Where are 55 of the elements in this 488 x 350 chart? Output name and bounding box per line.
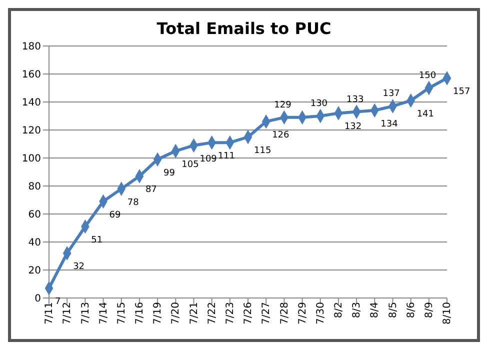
x-tick-label: 7/20 <box>170 302 182 324</box>
y-tick-label: 40 <box>28 238 41 249</box>
data-label: 150 <box>418 71 436 81</box>
data-label: 78 <box>127 198 140 208</box>
data-label: 130 <box>310 99 328 109</box>
data-label: 126 <box>272 130 290 141</box>
data-label: 7 <box>55 297 61 308</box>
x-tick-label: 8/4 <box>370 302 381 318</box>
x-tick-label: 7/16 <box>134 302 146 324</box>
x-tick-label: 8/2 <box>334 302 345 318</box>
data-label: 32 <box>73 262 85 272</box>
y-tick-label: 120 <box>22 126 41 137</box>
data-label: 134 <box>380 119 398 130</box>
y-tick-label: 60 <box>28 210 41 221</box>
data-label: 69 <box>109 210 121 220</box>
x-tick-label: 7/22 <box>206 302 218 324</box>
x-tick-label: 7/28 <box>279 302 290 324</box>
data-label: 111 <box>218 152 236 162</box>
x-tick-label: 8/5 <box>388 302 399 318</box>
data-label: 115 <box>254 146 272 156</box>
y-tick-label: 80 <box>28 182 41 193</box>
x-tick-label: 7/13 <box>80 302 92 324</box>
x-tick-label: 8/6 <box>406 302 417 318</box>
data-label: 157 <box>453 87 470 98</box>
data-label: 87 <box>145 185 157 196</box>
data-label: 51 <box>91 236 103 246</box>
y-tick-label: 160 <box>22 70 41 81</box>
x-tick-label: 8/10 <box>442 302 454 324</box>
x-tick-label: 7/27 <box>261 302 272 324</box>
data-label: 132 <box>344 122 362 132</box>
x-tick-label: 7/14 <box>98 302 110 324</box>
x-tick-label: 7/21 <box>188 302 200 324</box>
data-label: 99 <box>164 168 176 178</box>
y-tick-label: 0 <box>34 294 41 305</box>
x-tick-label: 7/15 <box>116 302 128 324</box>
y-tick-label: 20 <box>28 266 41 277</box>
x-tick-label: 7/12 <box>62 302 74 324</box>
data-label: 133 <box>346 94 364 105</box>
x-tick-label: 7/23 <box>225 302 236 324</box>
x-tick-label: 8/9 <box>424 302 436 318</box>
data-label: 109 <box>200 154 218 164</box>
data-label: 141 <box>416 110 434 120</box>
data-label: 129 <box>274 100 292 110</box>
data-label: 105 <box>182 160 199 170</box>
y-tick-label: 100 <box>22 154 41 165</box>
x-tick-label: 7/26 <box>243 302 254 324</box>
y-tick-label: 140 <box>22 98 41 109</box>
x-tick-label: 7/29 <box>297 302 308 324</box>
x-tick-label: 7/11 <box>44 302 56 324</box>
x-tick-label: 7/30 <box>315 302 326 324</box>
y-tick-label: 180 <box>22 42 41 53</box>
x-tick-label: 7/19 <box>152 302 164 324</box>
chart-title: Total Emails to PUC <box>156 19 332 38</box>
x-tick-label: 8/3 <box>352 302 363 318</box>
data-label: 137 <box>382 89 400 100</box>
